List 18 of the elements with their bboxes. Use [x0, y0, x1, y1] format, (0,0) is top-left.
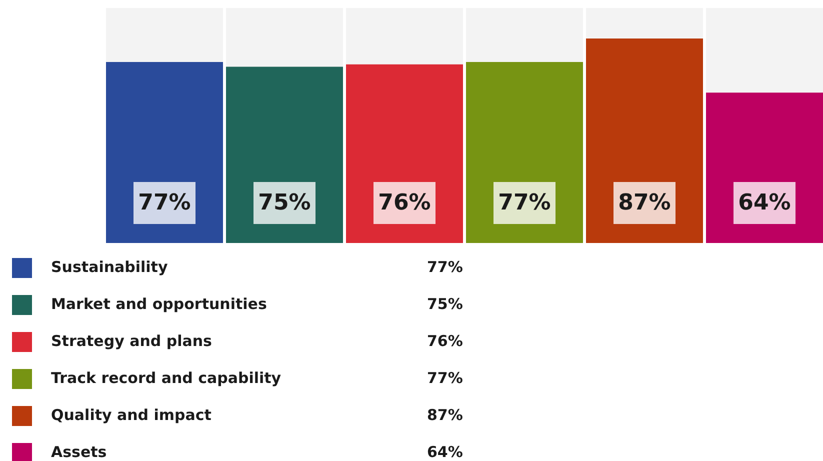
text: 77% [427, 258, 463, 276]
data-label: 76% [378, 190, 431, 216]
legend-label: Quality and impact [50, 405, 212, 426]
legend-label: Assets [50, 442, 108, 461]
data-label: 64% [738, 190, 791, 216]
text: 75% [427, 295, 463, 313]
data-label: 77% [498, 190, 551, 216]
text: 87% [427, 406, 463, 424]
text: 64% [427, 443, 463, 461]
data-label: 77% [138, 190, 191, 216]
data-label: 87% [618, 190, 671, 216]
text: 76% [427, 332, 463, 350]
text: 77% [427, 369, 463, 387]
legend-label: Sustainability [50, 257, 169, 278]
legend-label: Market and opportunities [50, 294, 268, 315]
data-label: 75% [258, 190, 311, 216]
legend-label: Track record and capability [50, 368, 282, 389]
legend-label: Strategy and plans [50, 331, 213, 352]
